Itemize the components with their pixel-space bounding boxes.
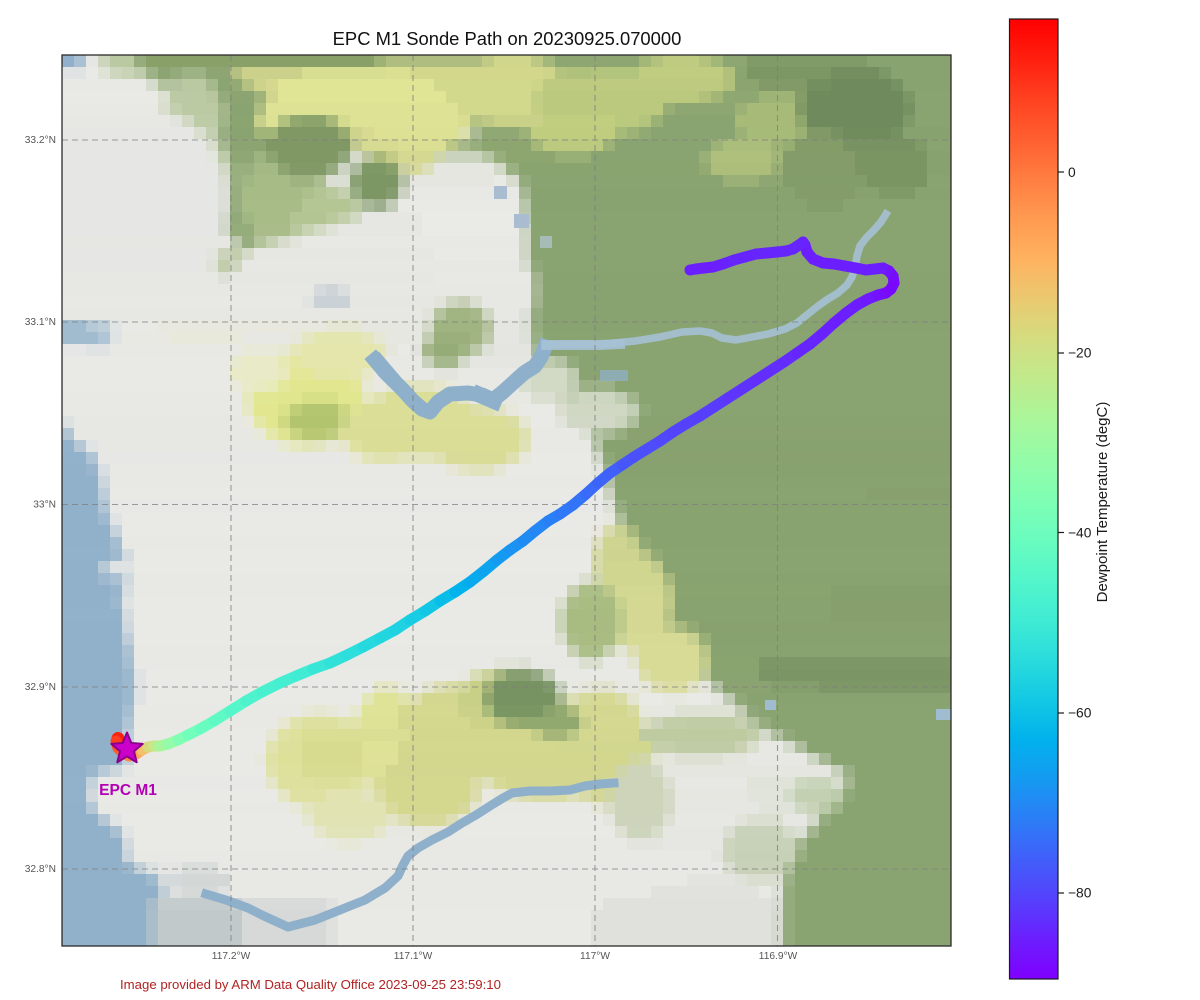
svg-text:33.1°N: 33.1°N: [25, 317, 56, 328]
svg-text:EPC M1: EPC M1: [99, 782, 157, 799]
svg-text:Dewpoint Temperature (degC): Dewpoint Temperature (degC): [1094, 402, 1111, 603]
svg-text:33°N: 33°N: [33, 500, 56, 511]
svg-text:32.8°N: 32.8°N: [25, 864, 56, 875]
svg-text:Image provided by ARM Data Qua: Image provided by ARM Data Quality Offic…: [120, 977, 501, 992]
svg-text:117°W: 117°W: [580, 951, 610, 962]
svg-text:−60: −60: [1068, 706, 1092, 721]
svg-text:−20: −20: [1068, 346, 1092, 361]
svg-text:32.9°N: 32.9°N: [25, 682, 56, 693]
svg-text:−80: −80: [1068, 886, 1092, 901]
svg-text:116.9°W: 116.9°W: [759, 951, 798, 962]
svg-text:117.2°W: 117.2°W: [212, 951, 251, 962]
svg-text:0: 0: [1068, 165, 1076, 180]
svg-text:33.2°N: 33.2°N: [25, 135, 56, 146]
svg-text:117.1°W: 117.1°W: [394, 951, 433, 962]
svg-text:−40: −40: [1068, 526, 1092, 541]
svg-text:EPC M1 Sonde Path on 20230925.: EPC M1 Sonde Path on 20230925.070000: [333, 28, 682, 49]
